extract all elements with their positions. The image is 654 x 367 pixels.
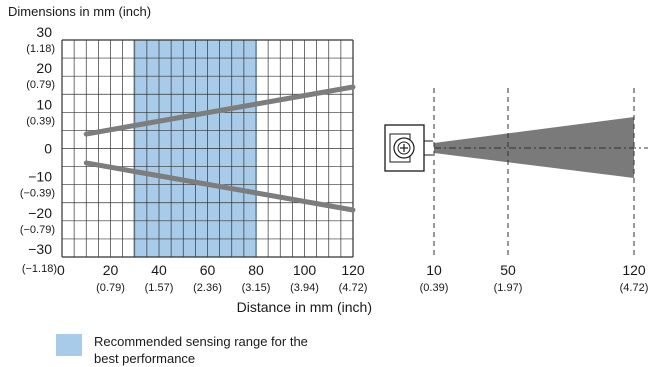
- y-tick-inch-label: (−0.79): [20, 224, 55, 236]
- y-tick-label: −10: [28, 169, 52, 185]
- x-tick-inch-label: (3.94): [290, 282, 319, 294]
- x-tick-label: 100: [293, 262, 317, 278]
- legend-label: Recommended sensing range for the best p…: [94, 334, 308, 366]
- beam-boundary-line: [83, 160, 356, 213]
- x-tick-label: 80: [248, 262, 264, 278]
- y-tick-inch-label: (−0.39): [20, 188, 55, 200]
- beam-boundary-line: [83, 84, 356, 137]
- y-axis-ticks: 30 (1.18) 20 (0.79) 10 (0.39) 0 −10 (−0.39) −20 (−…: [20, 24, 57, 275]
- y-tick-label: −20: [28, 205, 52, 221]
- beam-distance-label: 10: [426, 262, 442, 278]
- x-tick-label: 20: [103, 262, 119, 278]
- chart-series: [83, 84, 356, 213]
- y-tick-label: 10: [36, 96, 52, 112]
- sensor-icon: [384, 124, 433, 172]
- y-tick-inch-label: (−1.18): [22, 263, 57, 275]
- x-tick-label: 0: [57, 262, 65, 278]
- x-axis-ticks: 0 20 (0.79) 40 (1.57) 60 (2.36) 80 (3.15) 100 (3.9…: [57, 262, 367, 294]
- beam-distance-marks: 10 (0.39) 50 (1.97) 120 (4.72): [420, 88, 649, 294]
- y-tick-label: 20: [36, 60, 52, 76]
- beam-distance-inch-label: (1.97): [494, 282, 523, 294]
- beam-distance-label: 50: [500, 262, 516, 278]
- x-tick-inch-label: (2.36): [193, 282, 222, 294]
- x-tick-label: 120: [341, 262, 365, 278]
- y-tick-inch-label: (0.79): [26, 79, 55, 91]
- y-tick-inch-label: (1.18): [26, 43, 55, 55]
- chart-title: Dimensions in mm (inch): [8, 4, 151, 19]
- x-tick-inch-label: (1.57): [145, 282, 174, 294]
- beam-distance-inch-label: (0.39): [420, 282, 449, 294]
- y-tick-inch-label: (0.39): [26, 115, 55, 127]
- x-tick-inch-label: (4.72): [339, 282, 368, 294]
- sensing-diagram: Dimensions in mm (inch) 30 (1.18) 20 (0.79)…: [8, 4, 649, 315]
- x-tick-inch-label: (0.79): [96, 282, 125, 294]
- y-tick-label: 0: [44, 141, 52, 157]
- legend: Recommended sensing range for the best p…: [56, 333, 334, 367]
- x-tick-label: 60: [200, 262, 216, 278]
- x-axis-label: Distance in mm (inch): [237, 299, 372, 315]
- x-tick-inch-label: (3.15): [242, 282, 271, 294]
- beam-distance-label: 120: [622, 262, 646, 278]
- x-tick-label: 40: [151, 262, 167, 278]
- y-tick-label: −30: [28, 241, 52, 257]
- legend-swatch: [56, 334, 82, 356]
- chart-grid: [61, 39, 354, 258]
- beam-distance-inch-label: (4.72): [620, 282, 649, 294]
- y-tick-label: 30: [36, 24, 52, 40]
